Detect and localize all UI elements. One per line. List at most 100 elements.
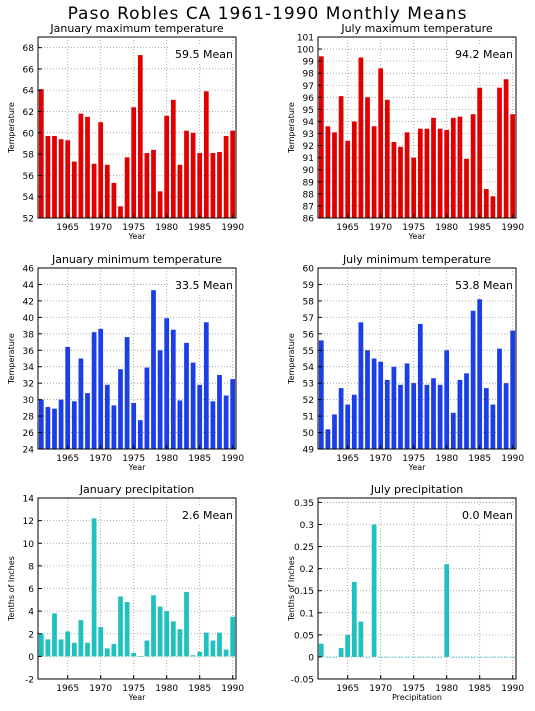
y-tick-label: 58 xyxy=(23,151,35,161)
bar xyxy=(217,151,222,218)
y-tick-label: 95 xyxy=(303,106,314,116)
bar xyxy=(164,611,170,657)
chart-panel: January maximum temperature 52 54 56 58 60 62 6… xyxy=(7,22,244,241)
bar xyxy=(503,656,509,658)
bar xyxy=(144,367,150,449)
bar xyxy=(411,157,417,218)
y-tick-label: 57 xyxy=(303,314,314,324)
bar xyxy=(470,656,476,658)
chart-panel: January minimum temperature 24 26 28 30 32 34 3… xyxy=(7,253,244,472)
bar xyxy=(464,373,469,449)
bar xyxy=(210,401,216,449)
y-tick-label: 90 xyxy=(303,166,315,176)
x-tick-label: 1990 xyxy=(221,684,244,694)
bar xyxy=(197,153,203,218)
x-tick-label: 1985 xyxy=(188,454,211,464)
bar xyxy=(404,363,410,449)
bar xyxy=(71,642,77,657)
x-tick-label: 1975 xyxy=(122,223,145,233)
x-tick-label: 1985 xyxy=(468,454,491,464)
y-tick-label: 28 xyxy=(23,413,35,423)
y-tick-label: 10 xyxy=(23,540,35,550)
x-tick-label: 1980 xyxy=(155,454,178,464)
bar xyxy=(170,329,176,449)
y-tick-label: 51 xyxy=(303,413,314,423)
x-tick-label: 1990 xyxy=(221,223,244,233)
bar xyxy=(223,649,229,657)
bar xyxy=(338,648,344,657)
y-tick-label: 0.1 xyxy=(300,609,314,619)
bar xyxy=(490,196,496,218)
y-tick-label: 0 xyxy=(28,653,34,663)
bar xyxy=(52,136,57,218)
bar xyxy=(177,400,183,449)
bar xyxy=(85,116,90,218)
x-tick-label: 1970 xyxy=(89,684,112,694)
bar xyxy=(391,366,397,449)
y-tick-label: 42 xyxy=(23,297,34,307)
y-tick-label: 96 xyxy=(303,94,315,104)
mean-label-background xyxy=(170,45,234,62)
y-tick-label: 53 xyxy=(303,380,314,390)
chart-title: January minimum temperature xyxy=(51,253,222,266)
bar xyxy=(111,405,117,449)
bar xyxy=(411,656,417,658)
bar xyxy=(203,632,209,657)
bar xyxy=(444,350,450,449)
bar xyxy=(338,96,344,218)
bar xyxy=(437,128,443,218)
y-tick-label: 93 xyxy=(303,130,314,140)
bar xyxy=(417,323,423,449)
mean-label: 33.5 Mean xyxy=(175,279,233,292)
bar xyxy=(230,130,236,218)
y-tick-label: 94 xyxy=(303,118,315,128)
x-tick-label: 1975 xyxy=(402,454,425,464)
bar xyxy=(318,643,324,657)
bar xyxy=(431,378,436,449)
bar xyxy=(157,191,163,218)
bar xyxy=(371,126,377,218)
y-tick-label: 24 xyxy=(23,446,35,456)
bar xyxy=(351,121,357,218)
bar xyxy=(184,591,189,657)
x-tick-label: 1975 xyxy=(402,684,425,694)
bar xyxy=(464,656,469,658)
bar xyxy=(184,130,189,218)
y-tick-label: 60 xyxy=(23,129,35,139)
bar xyxy=(98,328,104,449)
bar xyxy=(217,632,222,657)
bar xyxy=(104,164,110,218)
bar xyxy=(444,129,450,218)
bar xyxy=(104,648,110,657)
bar xyxy=(65,140,71,218)
bar xyxy=(164,115,170,218)
plot-frame xyxy=(37,267,237,450)
x-tick-label: 1970 xyxy=(369,454,392,464)
bar xyxy=(170,621,176,657)
bar xyxy=(510,114,516,218)
y-tick-label: 87 xyxy=(303,202,314,212)
y-tick-label: 40 xyxy=(23,314,35,324)
bar xyxy=(98,122,104,218)
y-axis-label: Temperature xyxy=(7,102,16,154)
bar xyxy=(177,629,183,657)
y-tick-label: 49 xyxy=(303,446,315,456)
bar xyxy=(378,656,384,658)
y-tick-label: 0.2 xyxy=(300,565,314,575)
bar xyxy=(111,643,117,657)
x-tick-label: 1965 xyxy=(56,454,79,464)
mean-label: 59.5 Mean xyxy=(175,48,233,61)
bar xyxy=(190,132,196,218)
bar xyxy=(398,146,403,218)
x-tick-label: 1985 xyxy=(188,684,211,694)
bar xyxy=(124,337,130,449)
y-tick-label: 56 xyxy=(23,172,35,182)
bar xyxy=(424,128,430,218)
bar xyxy=(450,656,456,658)
y-tick-label: 14 xyxy=(23,495,35,505)
y-tick-label: 46 xyxy=(23,265,35,275)
bar xyxy=(144,640,150,657)
y-tick-label: 66 xyxy=(23,65,35,75)
y-axis-label: Temperature xyxy=(287,333,296,385)
bar xyxy=(131,652,137,657)
